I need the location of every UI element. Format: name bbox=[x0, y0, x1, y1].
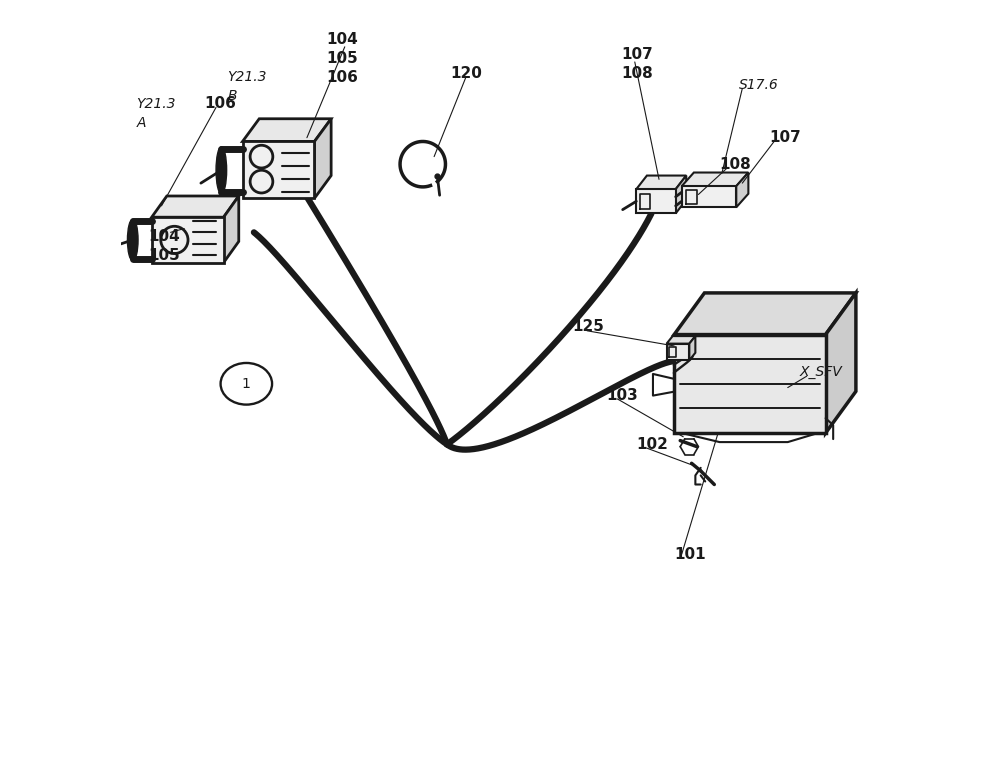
Polygon shape bbox=[682, 186, 736, 207]
Text: Y21.3: Y21.3 bbox=[227, 70, 267, 84]
Text: 102: 102 bbox=[636, 437, 668, 452]
Polygon shape bbox=[674, 334, 826, 433]
Polygon shape bbox=[676, 176, 686, 214]
Ellipse shape bbox=[216, 147, 227, 194]
Text: 106: 106 bbox=[205, 96, 237, 111]
Polygon shape bbox=[636, 176, 686, 189]
Text: 108: 108 bbox=[621, 66, 653, 81]
Text: 1: 1 bbox=[242, 377, 251, 391]
Text: X_SFV: X_SFV bbox=[799, 366, 842, 379]
Text: A: A bbox=[137, 116, 146, 129]
Polygon shape bbox=[314, 119, 331, 198]
Polygon shape bbox=[826, 293, 856, 433]
Polygon shape bbox=[224, 196, 239, 263]
Polygon shape bbox=[682, 173, 748, 186]
Text: 103: 103 bbox=[606, 388, 638, 403]
Polygon shape bbox=[243, 119, 331, 141]
Text: 104: 104 bbox=[148, 229, 180, 244]
Polygon shape bbox=[667, 336, 695, 344]
Polygon shape bbox=[152, 217, 224, 263]
Text: 107: 107 bbox=[769, 130, 801, 145]
Text: 120: 120 bbox=[451, 66, 483, 81]
Text: 125: 125 bbox=[572, 319, 604, 334]
Polygon shape bbox=[152, 196, 239, 217]
Text: 101: 101 bbox=[674, 546, 706, 562]
Polygon shape bbox=[243, 141, 314, 198]
Text: Y21.3: Y21.3 bbox=[137, 97, 176, 111]
Text: 104: 104 bbox=[326, 32, 358, 47]
Text: 105: 105 bbox=[326, 51, 358, 65]
Text: B: B bbox=[227, 89, 237, 103]
Polygon shape bbox=[736, 173, 748, 207]
Polygon shape bbox=[674, 293, 856, 334]
Text: S17.6: S17.6 bbox=[739, 78, 778, 92]
Text: 108: 108 bbox=[720, 157, 751, 172]
Polygon shape bbox=[636, 189, 676, 214]
Text: 106: 106 bbox=[326, 70, 358, 84]
Polygon shape bbox=[667, 344, 689, 360]
Text: 107: 107 bbox=[621, 47, 653, 62]
Polygon shape bbox=[689, 336, 695, 360]
Text: 105: 105 bbox=[148, 248, 180, 262]
Ellipse shape bbox=[127, 219, 138, 261]
